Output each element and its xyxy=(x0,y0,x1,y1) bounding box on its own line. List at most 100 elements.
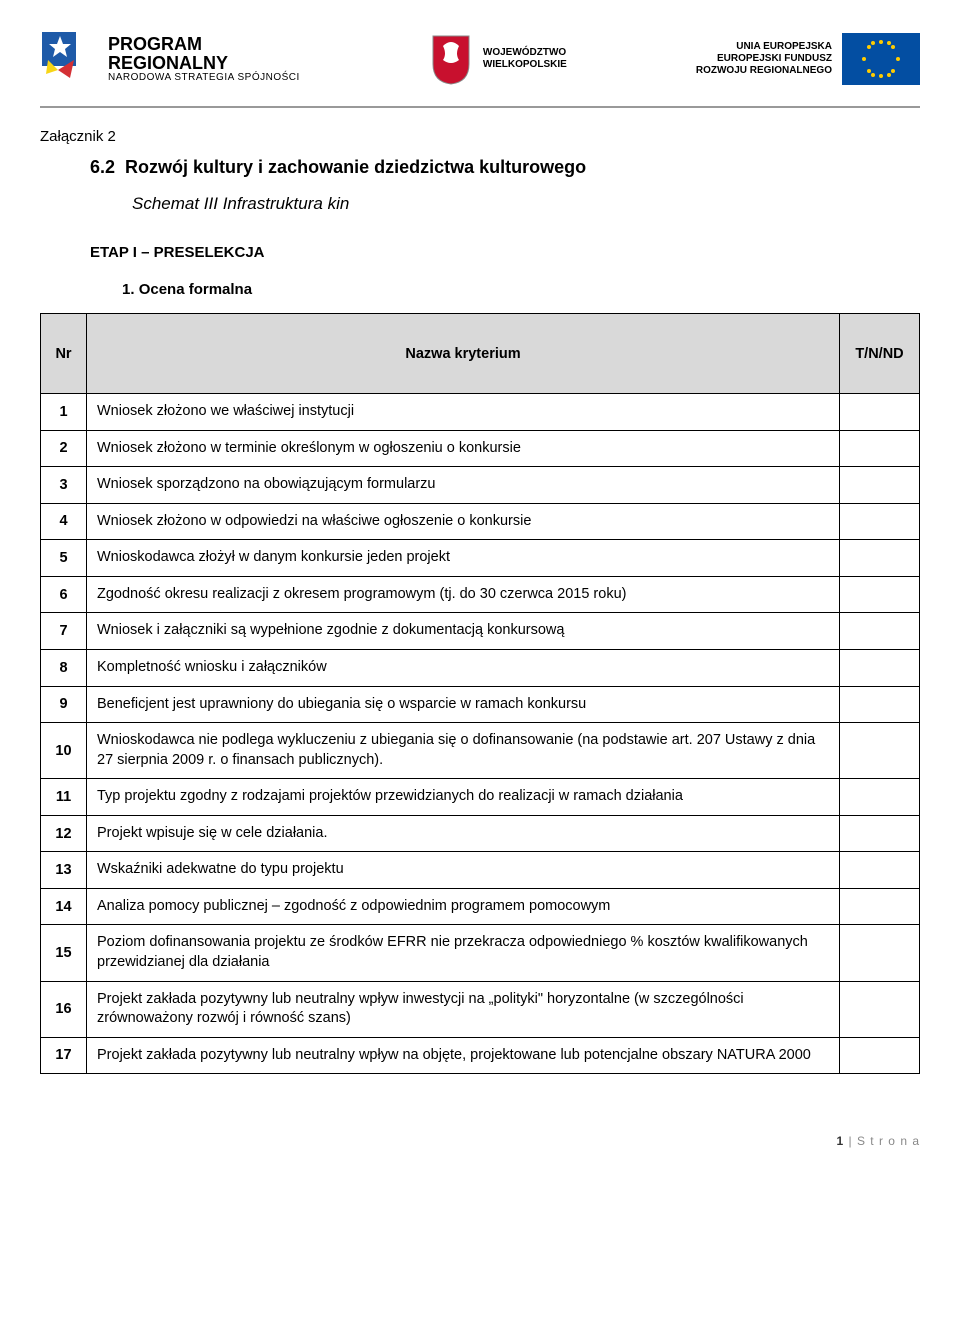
row-tn xyxy=(840,686,920,723)
attachment-label: Załącznik 2 xyxy=(40,128,920,145)
footer-sep: | xyxy=(844,1134,857,1148)
row-nr: 17 xyxy=(41,1037,87,1074)
program-regionalny-text: PROGRAM REGIONALNY NARODOWA STRATEGIA SP… xyxy=(108,35,300,84)
row-tn xyxy=(840,503,920,540)
program-regionalny-icon xyxy=(40,30,98,88)
row-desc: Wnioskodawca złożył w danym konkursie je… xyxy=(87,540,840,577)
row-tn xyxy=(840,576,920,613)
row-desc: Zgodność okresu realizacji z okresem pro… xyxy=(87,576,840,613)
wojewodztwo-block: WOJEWÓDZTWO WIELKOPOLSKIE xyxy=(429,32,567,86)
table-row: 5Wnioskodawca złożył w danym konkursie j… xyxy=(41,540,920,577)
row-desc: Wniosek sporządzono na obowiązującym for… xyxy=(87,467,840,504)
section-num: 6.2 xyxy=(90,157,115,177)
table-row: 17Projekt zakłada pozytywny lub neutraln… xyxy=(41,1037,920,1074)
prog-sub: NARODOWA STRATEGIA SPÓJNOŚCI xyxy=(108,72,300,83)
row-tn xyxy=(840,613,920,650)
header-name: Nazwa kryterium xyxy=(87,314,840,394)
row-tn xyxy=(840,981,920,1037)
row-tn xyxy=(840,467,920,504)
row-desc: Wskaźniki adekwatne do typu projektu xyxy=(87,852,840,889)
row-tn xyxy=(840,394,920,431)
row-tn xyxy=(840,779,920,816)
row-desc: Kompletność wniosku i załączników xyxy=(87,649,840,686)
footer-label: S t r o n a xyxy=(857,1134,920,1148)
eu-line3: ROZWOJU REGIONALNEGO xyxy=(696,65,832,77)
row-nr: 6 xyxy=(41,576,87,613)
row-nr: 11 xyxy=(41,779,87,816)
table-row: 4Wniosek złożono w odpowiedzi na właściw… xyxy=(41,503,920,540)
row-desc: Typ projektu zgodny z rodzajami projektó… xyxy=(87,779,840,816)
row-tn xyxy=(840,925,920,981)
table-row: 8Kompletność wniosku i załączników xyxy=(41,649,920,686)
row-desc: Projekt zakłada pozytywny lub neutralny … xyxy=(87,1037,840,1074)
woj-line2: WIELKOPOLSKIE xyxy=(483,59,567,71)
eu-text: UNIA EUROPEJSKA EUROPEJSKI FUNDUSZ ROZWO… xyxy=(696,41,832,77)
row-tn xyxy=(840,649,920,686)
row-nr: 1 xyxy=(41,394,87,431)
etap-heading: ETAP I – PRESELEKCJA xyxy=(90,244,920,261)
row-tn xyxy=(840,815,920,852)
row-tn xyxy=(840,430,920,467)
row-tn xyxy=(840,1037,920,1074)
row-desc: Projekt wpisuje się w cele działania. xyxy=(87,815,840,852)
table-row: 7Wniosek i załączniki są wypełnione zgod… xyxy=(41,613,920,650)
header-nr: Nr xyxy=(41,314,87,394)
row-nr: 8 xyxy=(41,649,87,686)
row-nr: 15 xyxy=(41,925,87,981)
table-row: 16Projekt zakłada pozytywny lub neutraln… xyxy=(41,981,920,1037)
row-desc: Analiza pomocy publicznej – zgodność z o… xyxy=(87,888,840,925)
woj-line1: WOJEWÓDZTWO xyxy=(483,47,567,59)
header-tn: T/N/ND xyxy=(840,314,920,394)
row-nr: 5 xyxy=(41,540,87,577)
row-tn xyxy=(840,540,920,577)
row-nr: 9 xyxy=(41,686,87,723)
row-desc: Projekt zakłada pozytywny lub neutralny … xyxy=(87,981,840,1037)
row-tn xyxy=(840,888,920,925)
table-row: 10Wnioskodawca nie podlega wykluczeniu z… xyxy=(41,723,920,779)
row-tn xyxy=(840,723,920,779)
table-row: 9Beneficjent jest uprawniony do ubiegani… xyxy=(41,686,920,723)
row-nr: 13 xyxy=(41,852,87,889)
row-desc: Poziom dofinansowania projektu ze środkó… xyxy=(87,925,840,981)
row-nr: 16 xyxy=(41,981,87,1037)
section-title-text: Rozwój kultury i zachowanie dziedzictwa … xyxy=(125,157,586,177)
table-row: 15Poziom dofinansowania projektu ze środ… xyxy=(41,925,920,981)
schemat-subtitle: Schemat III Infrastruktura kin xyxy=(132,194,920,214)
eu-line2: EUROPEJSKI FUNDUSZ xyxy=(696,53,832,65)
table-row: 1Wniosek złożono we właściwej instytucji xyxy=(41,394,920,431)
header-logos: PROGRAM REGIONALNY NARODOWA STRATEGIA SP… xyxy=(40,20,920,108)
row-nr: 3 xyxy=(41,467,87,504)
table-row: 2Wniosek złożono w terminie określonym w… xyxy=(41,430,920,467)
row-desc: Wnioskodawca nie podlega wykluczeniu z u… xyxy=(87,723,840,779)
row-desc: Wniosek złożono we właściwej instytucji xyxy=(87,394,840,431)
ocena-num: 1. xyxy=(122,281,135,298)
eu-block: UNIA EUROPEJSKA EUROPEJSKI FUNDUSZ ROZWO… xyxy=(696,33,920,85)
row-nr: 12 xyxy=(41,815,87,852)
program-regionalny-block: PROGRAM REGIONALNY NARODOWA STRATEGIA SP… xyxy=(40,30,300,88)
table-row: 13Wskaźniki adekwatne do typu projektu xyxy=(41,852,920,889)
eu-flag-icon xyxy=(842,33,920,85)
prog-line1: PROGRAM xyxy=(108,35,300,54)
section-title: 6.2 Rozwój kultury i zachowanie dziedzic… xyxy=(90,157,920,178)
wojewodztwo-text: WOJEWÓDZTWO WIELKOPOLSKIE xyxy=(483,47,567,71)
row-tn xyxy=(840,852,920,889)
ocena-title: Ocena formalna xyxy=(139,281,252,298)
eu-line1: UNIA EUROPEJSKA xyxy=(696,41,832,53)
row-nr: 14 xyxy=(41,888,87,925)
row-desc: Wniosek złożono w odpowiedzi na właściwe… xyxy=(87,503,840,540)
table-header-row: Nr Nazwa kryterium T/N/ND xyxy=(41,314,920,394)
row-nr: 10 xyxy=(41,723,87,779)
shield-icon xyxy=(429,32,473,86)
table-row: 14Analiza pomocy publicznej – zgodność z… xyxy=(41,888,920,925)
row-nr: 2 xyxy=(41,430,87,467)
row-nr: 7 xyxy=(41,613,87,650)
ocena-heading: 1. Ocena formalna xyxy=(122,281,920,298)
criteria-table: Nr Nazwa kryterium T/N/ND 1Wniosek złożo… xyxy=(40,313,920,1074)
row-desc: Wniosek złożono w terminie określonym w … xyxy=(87,430,840,467)
row-nr: 4 xyxy=(41,503,87,540)
table-row: 6Zgodność okresu realizacji z okresem pr… xyxy=(41,576,920,613)
row-desc: Wniosek i załączniki są wypełnione zgodn… xyxy=(87,613,840,650)
prog-line2: REGIONALNY xyxy=(108,54,300,73)
row-desc: Beneficjent jest uprawniony do ubiegania… xyxy=(87,686,840,723)
page-footer: 1 | S t r o n a xyxy=(40,1134,920,1148)
